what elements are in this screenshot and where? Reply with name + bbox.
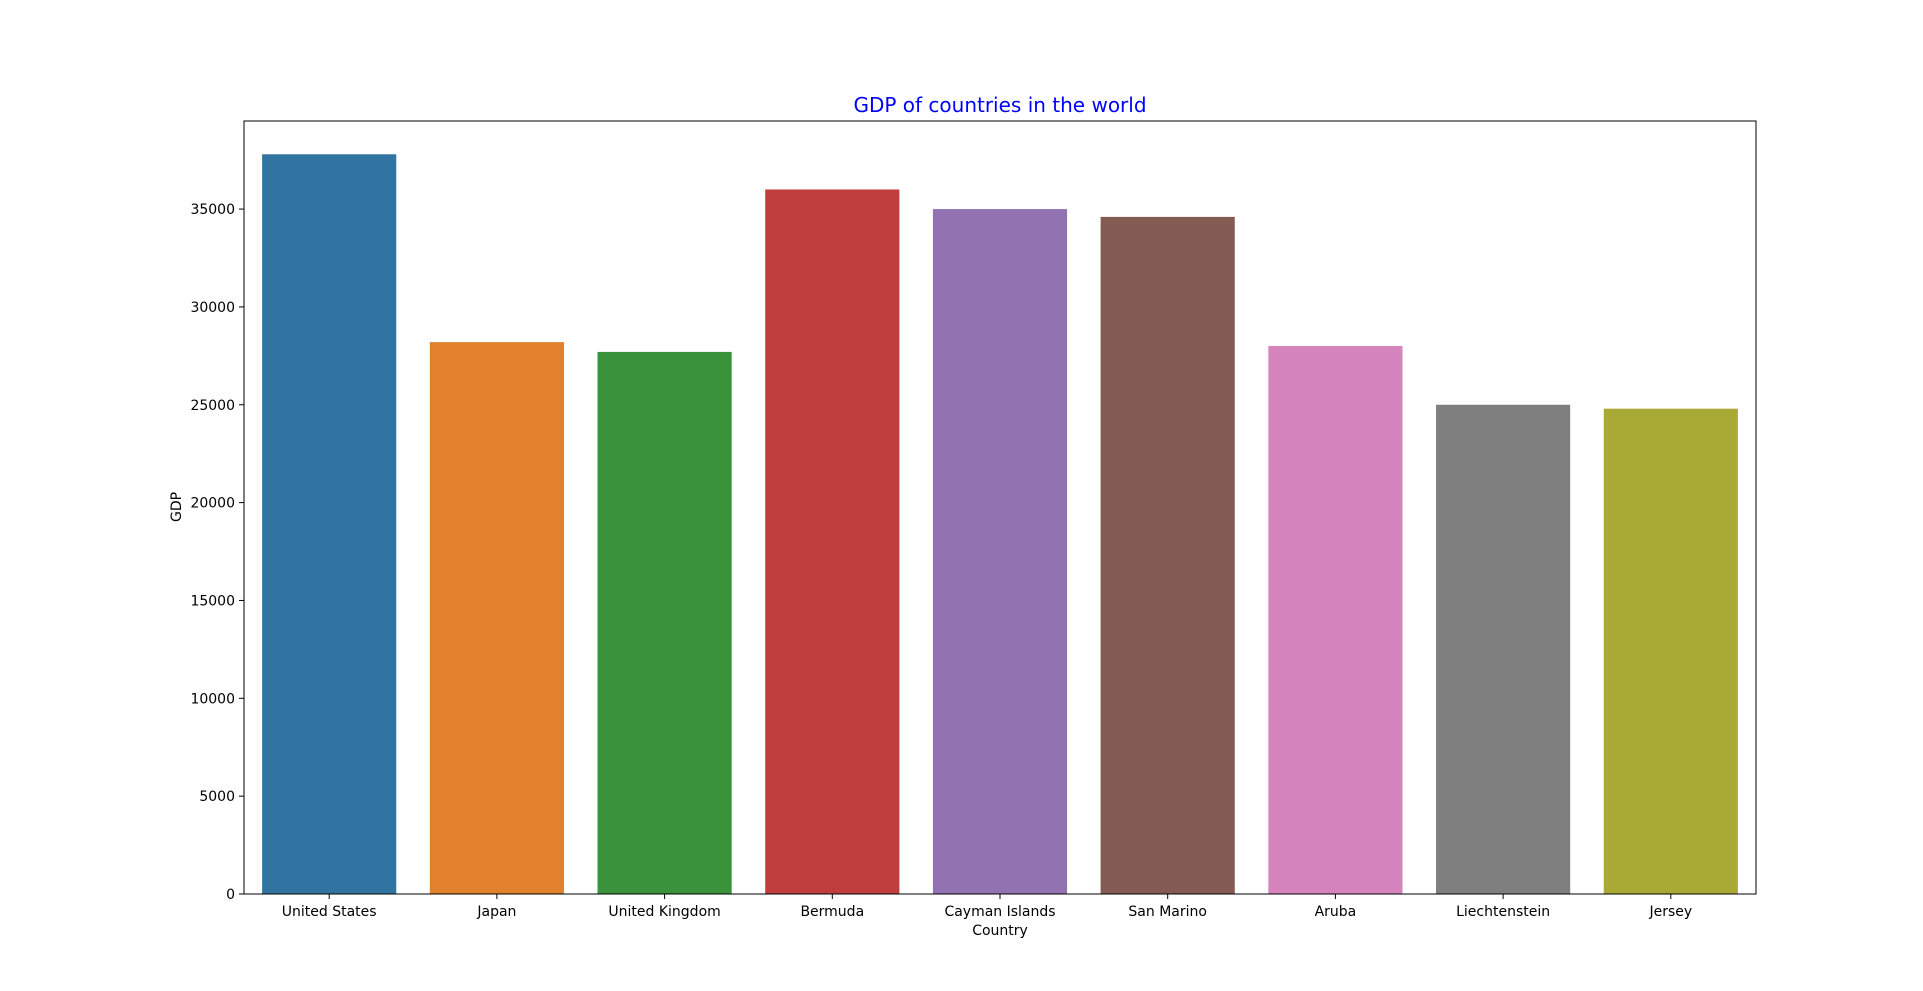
x-tick-label: Japan [476, 904, 516, 920]
y-axis-label: GDP [169, 492, 185, 522]
x-tick-label: United States [282, 904, 377, 920]
y-tick-label: 20000 [190, 496, 235, 512]
y-axis: 0 5000 10000 15000 20000 25000 30000 35000 [190, 202, 244, 903]
x-axis: United States Japan United Kingdom Bermuda C… [282, 894, 1692, 920]
bar-japan [429, 342, 564, 894]
x-tick-label: Aruba [1315, 904, 1357, 920]
y-tick-label: 15000 [190, 593, 235, 609]
y-tick-label: 30000 [190, 300, 235, 316]
y-tick-label: 5000 [199, 789, 235, 805]
y-tick-label: 0 [226, 887, 235, 903]
bar-cayman-islands [932, 209, 1068, 894]
x-tick-label: Bermuda [800, 904, 864, 920]
y-tick-label: 10000 [190, 691, 235, 707]
bar-jersey [1603, 408, 1738, 894]
bar-aruba [1268, 346, 1403, 894]
bars-group [262, 154, 1738, 895]
chart-title: GDP of countries in the world [853, 93, 1146, 117]
bar-united-states [262, 154, 397, 894]
x-tick-label: Jersey [1648, 904, 1692, 920]
bar-liechtenstein [1436, 404, 1571, 894]
bar-san-marino [1100, 216, 1235, 894]
y-tick-label: 25000 [190, 398, 235, 414]
x-axis-label: Country [972, 923, 1028, 939]
y-tick-label: 35000 [190, 202, 235, 218]
x-tick-label: United Kingdom [608, 904, 720, 920]
bar-united-kingdom [597, 351, 732, 894]
x-tick-label: Cayman Islands [944, 904, 1055, 920]
bar-bermuda [765, 189, 900, 895]
x-tick-label: Liechtenstein [1456, 904, 1550, 920]
x-tick-label: San Marino [1128, 904, 1207, 920]
